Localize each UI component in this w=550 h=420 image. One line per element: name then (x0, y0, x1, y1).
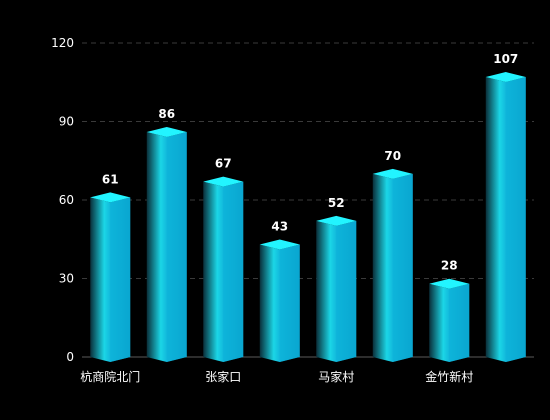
y-tick-label: 60 (59, 193, 74, 207)
bar-top (259, 239, 300, 250)
bar-top (203, 176, 244, 187)
bar-right-face (505, 77, 526, 363)
data-label: 61 (102, 172, 119, 186)
bar-right-face (223, 181, 244, 362)
bars: 61 86 67 43 52 70 28 107 (90, 52, 526, 363)
bar-right-face (392, 173, 413, 362)
x-tick-label: 马家村 (318, 369, 354, 384)
bar-top (485, 72, 526, 83)
data-label: 86 (158, 107, 175, 121)
bar-top (316, 215, 357, 226)
y-tick-label: 90 (59, 115, 74, 129)
y-tick-label: 120 (51, 36, 74, 50)
bar-right-face (110, 197, 131, 362)
x-tick-label: 张家口 (205, 369, 241, 384)
bar: 52 (316, 196, 357, 362)
data-label: 52 (328, 196, 345, 210)
x-tick-label: 金竹新村 (425, 369, 473, 384)
bar-top (372, 168, 413, 179)
bar-top (429, 278, 470, 289)
bar: 43 (259, 219, 300, 362)
bar: 70 (372, 149, 413, 362)
data-label: 43 (271, 219, 288, 233)
x-axis-ticks: 杭商院北门 张家口 马家村 金竹新村 (80, 369, 473, 384)
bar: 28 (429, 259, 470, 362)
bar-top (146, 126, 187, 137)
y-tick-label: 30 (59, 272, 74, 286)
y-tick-label: 0 (66, 350, 74, 364)
y-axis-ticks: 0 30 60 90 120 (51, 36, 74, 364)
bar-right-face (449, 283, 470, 362)
bar: 67 (203, 157, 244, 362)
bar-right-face (336, 220, 357, 362)
data-label: 107 (493, 52, 518, 66)
x-tick-label: 杭商院北门 (80, 369, 140, 384)
bar-right-face (279, 244, 300, 362)
data-label: 70 (384, 149, 401, 163)
data-label: 67 (215, 157, 232, 171)
data-label: 28 (441, 259, 458, 273)
bar-top (90, 192, 131, 203)
bar-right-face (166, 131, 187, 362)
bar: 107 (485, 52, 526, 363)
bar: 61 (90, 172, 131, 362)
bar: 86 (146, 107, 187, 362)
